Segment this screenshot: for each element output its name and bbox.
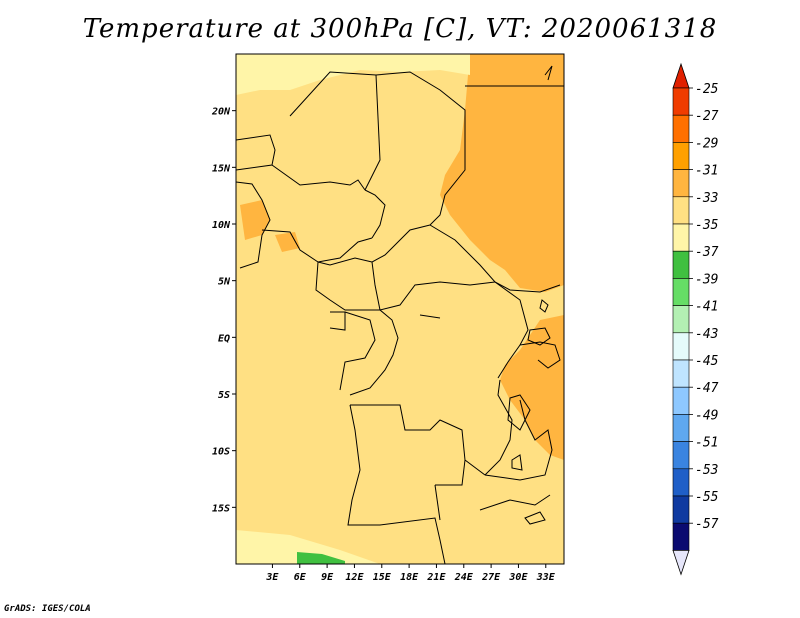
longitude-axis: 3E 6E 9E 12E 15E 18E 21E 24E 27E 30E 33E [265, 564, 556, 583]
lon-tick-label: 30E [508, 572, 528, 583]
colorbar-label: -27 [695, 109, 719, 124]
lon-tick-label: 27E [481, 572, 501, 583]
colorbar-label: -53 [695, 463, 718, 478]
colorbar-swatch [672, 142, 690, 170]
country-borders [236, 65, 564, 564]
colorbar-swatch [672, 114, 690, 143]
lat-tick-label: 20N [211, 107, 231, 118]
temperature-region-cool [236, 54, 470, 95]
colorbar-label: -39 [695, 272, 718, 287]
colorbar-swatch [672, 250, 690, 279]
lon-tick-label: 3E [265, 572, 279, 583]
colorbar-label: -57 [695, 517, 719, 532]
colorbar-swatch [672, 414, 690, 442]
colorbar-label: -47 [695, 381, 719, 396]
colorbar-swatch [672, 196, 690, 225]
colorbar-label: -25 [695, 82, 719, 97]
latitude-axis: 20N 15N 10N 5N EQ 5S 10S 15S [211, 107, 236, 514]
colorbar-swatch [672, 495, 690, 524]
colorbar-swatch [672, 305, 690, 334]
colorbar-swatch [672, 359, 690, 388]
lat-tick-label: 15S [212, 503, 230, 514]
colorbar-swatch [672, 468, 690, 497]
temperature-region-warm [440, 54, 564, 292]
lat-tick-label: 10N [212, 220, 231, 231]
lon-tick-label: 21E [426, 572, 446, 583]
chart-title: Temperature at 300hPa [C], VT: 202006131… [82, 14, 718, 44]
lon-tick-label: 15E [373, 572, 392, 583]
colorbar-swatch [672, 223, 690, 252]
colorbar-label: -55 [695, 490, 719, 505]
map-frame [235, 53, 565, 565]
colorbar-swatch [672, 522, 690, 551]
colorbar-label: -49 [695, 408, 718, 423]
lat-tick-label: EQ [218, 333, 230, 344]
colorbar-swatch [672, 87, 690, 116]
lat-tick-label: 10S [212, 447, 230, 458]
lon-tick-label: 24E [454, 572, 474, 583]
lon-tick-label: 6E [294, 572, 307, 583]
colorbar-swatch [672, 386, 690, 415]
colorbar-label: -37 [695, 245, 719, 260]
colorbar-swatch [672, 441, 690, 470]
temperature-region-warm-spot [275, 232, 300, 252]
colorbar-swatch [672, 278, 690, 306]
colorbar-swatch [672, 332, 690, 361]
colorbar-swatch [672, 169, 690, 198]
colorbar-top-arrow [672, 62, 690, 89]
colorbar-bottom-arrow [672, 550, 690, 576]
lat-tick-label: 5S [218, 390, 230, 401]
lat-tick-label: 15N [212, 163, 231, 174]
colorbar-label: -51 [695, 436, 718, 451]
colorbar-label: -33 [695, 191, 718, 206]
colorbar-label: -45 [695, 354, 719, 369]
colorbar-label: -31 [695, 164, 718, 179]
colorbar-label: -41 [695, 300, 718, 315]
grads-credit: GrADS: IGES/COLA [4, 604, 91, 614]
lon-tick-label: 33E [536, 572, 556, 583]
lat-tick-label: 5N [218, 277, 231, 288]
lon-tick-label: 18E [400, 572, 419, 583]
colorbar-label: -29 [695, 136, 718, 151]
lon-tick-label: 12E [345, 572, 364, 583]
temperature-region-cold [297, 552, 345, 564]
temperature-region-cool-south [236, 530, 380, 564]
colorbar-label: -43 [695, 327, 718, 342]
colorbar-label: -35 [695, 218, 719, 233]
lon-tick-label: 9E [321, 572, 334, 583]
temperature-region-warm-east [500, 315, 564, 460]
colorbar: -25 -27 -29 -31 -33 -35 -37 -39 -41 -43 -45 -47 -49 -… [672, 62, 719, 576]
map-plot-area [236, 54, 564, 564]
